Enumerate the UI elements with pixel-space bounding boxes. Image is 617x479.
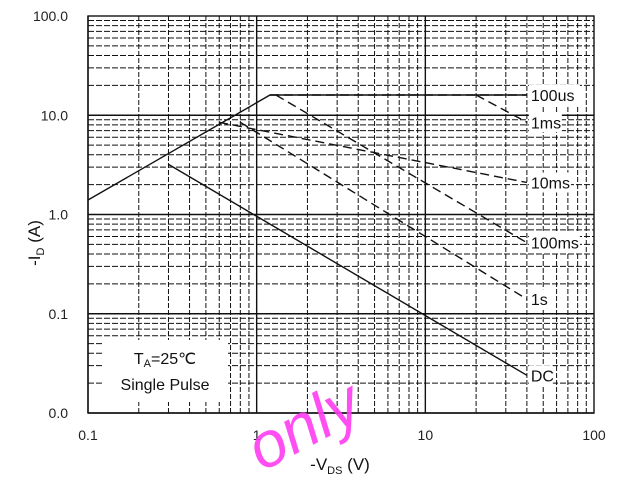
x-tick-label: 100 bbox=[582, 427, 606, 443]
curve-label-bg bbox=[528, 112, 562, 133]
curve-label-bg bbox=[528, 289, 553, 310]
curve-label-bg bbox=[528, 365, 553, 386]
annotation-box bbox=[102, 340, 228, 402]
y-tick-label: 1.0 bbox=[49, 207, 69, 223]
curve-label-dc: DC bbox=[531, 368, 554, 385]
series-line-1s bbox=[239, 121, 528, 300]
series-line-100ms bbox=[275, 94, 528, 244]
curve-labels: 100us 1ms 10ms 100ms 1s DC bbox=[528, 84, 580, 386]
x-axis-title: -VDS (V) bbox=[310, 455, 370, 477]
x-tick-label: 10 bbox=[418, 427, 434, 443]
series-line-dc bbox=[168, 163, 528, 376]
curve-label-100ms: 100ms bbox=[531, 236, 579, 253]
y-tick-label: 0.1 bbox=[49, 306, 69, 322]
curve-label-bg bbox=[528, 232, 580, 253]
curve-label-100us: 100us bbox=[531, 88, 575, 105]
grid bbox=[87, 16, 594, 414]
curve-label-1ms: 1ms bbox=[531, 115, 561, 132]
series-group bbox=[87, 94, 528, 376]
y-tick-label: 100.0 bbox=[33, 8, 68, 24]
annotation-temperature: TA=25℃ bbox=[134, 351, 196, 370]
series-line-1ms bbox=[475, 94, 528, 123]
x-tick-label: 0.1 bbox=[78, 427, 98, 443]
y-tick-label: 0.0 bbox=[49, 405, 69, 421]
curve-label-bg bbox=[528, 172, 571, 193]
plot-frame bbox=[87, 15, 595, 414]
tick-labels: 0.1 1 10 100 0.0 0.1 1.0 10.0 100.0 bbox=[33, 8, 606, 443]
curve-label-1s: 1s bbox=[531, 292, 548, 309]
curve-label-10ms: 10ms bbox=[531, 176, 570, 193]
annotation-single-pulse: Single Pulse bbox=[121, 377, 210, 394]
curve-label-bg bbox=[528, 84, 580, 105]
x-tick-label: 1 bbox=[253, 427, 261, 443]
y-axis-title: -ID (A) bbox=[25, 220, 47, 266]
y-tick-label: 10.0 bbox=[41, 107, 68, 123]
